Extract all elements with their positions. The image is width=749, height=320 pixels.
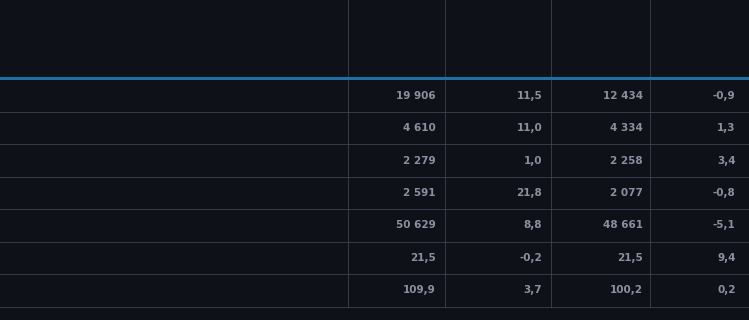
Text: 11,0: 11,0 — [517, 123, 542, 133]
Text: -0,2: -0,2 — [520, 253, 542, 263]
Text: 2 591: 2 591 — [404, 188, 436, 198]
Text: 100,2: 100,2 — [610, 285, 643, 295]
Text: 48 661: 48 661 — [603, 220, 643, 230]
Text: 2 077: 2 077 — [610, 188, 643, 198]
Text: 50 629: 50 629 — [396, 220, 436, 230]
Text: 0,2: 0,2 — [717, 285, 736, 295]
Text: -0,8: -0,8 — [713, 188, 736, 198]
Text: 4 610: 4 610 — [403, 123, 436, 133]
Text: 4 334: 4 334 — [610, 123, 643, 133]
Text: 12 434: 12 434 — [602, 91, 643, 100]
Text: 3,4: 3,4 — [717, 156, 736, 165]
Text: -0,9: -0,9 — [713, 91, 736, 100]
Text: 9,4: 9,4 — [717, 253, 736, 263]
Text: 1,3: 1,3 — [717, 123, 736, 133]
Text: 11,5: 11,5 — [517, 91, 542, 100]
Text: 1,0: 1,0 — [524, 156, 542, 165]
Text: 109,9: 109,9 — [403, 285, 436, 295]
Text: 2 258: 2 258 — [610, 156, 643, 165]
Text: 8,8: 8,8 — [524, 220, 542, 230]
Text: 21,5: 21,5 — [410, 253, 436, 263]
Text: 3,7: 3,7 — [524, 285, 542, 295]
Text: 19 906: 19 906 — [396, 91, 436, 100]
Text: 21,8: 21,8 — [517, 188, 542, 198]
Text: -5,1: -5,1 — [713, 220, 736, 230]
Text: 21,5: 21,5 — [617, 253, 643, 263]
Text: 2 279: 2 279 — [403, 156, 436, 165]
